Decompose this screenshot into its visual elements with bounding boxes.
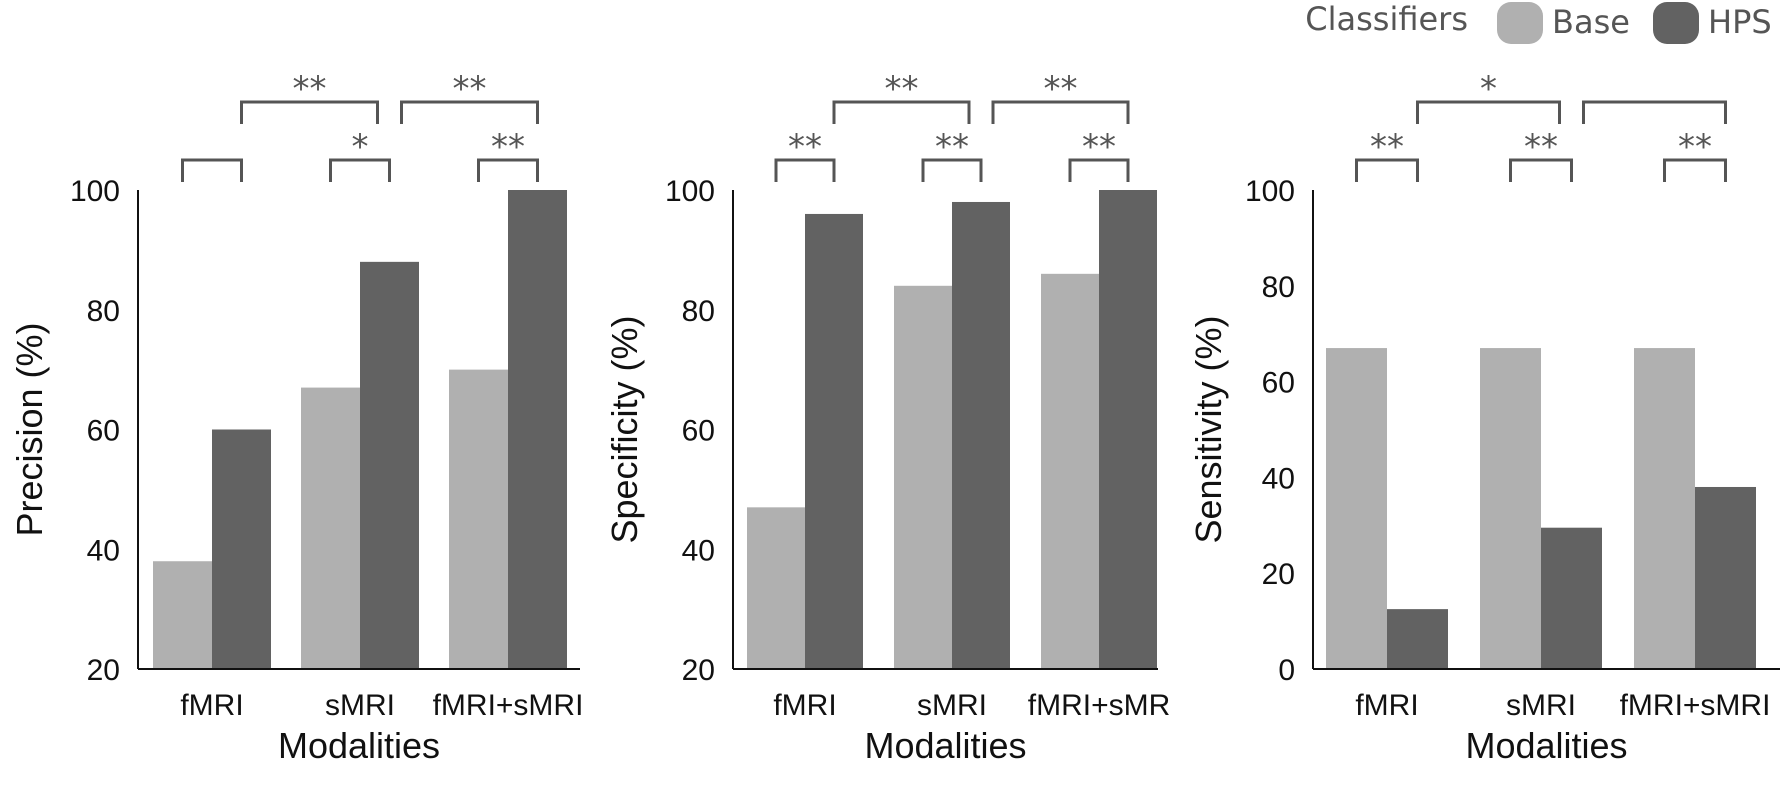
y-tick-label: 80 [682,295,715,328]
bar-hps-fmri [1387,609,1448,669]
significance-bracket [1416,100,1561,124]
bar-base-fmri-smri [449,369,508,669]
y-tick-label: 100 [1245,175,1295,208]
significance-stars: * [1480,69,1497,109]
bar-hps-smri [952,201,1010,669]
significance-bracket [477,158,539,182]
x-tick-label: sMRI [1506,689,1576,722]
y-tick-label: 100 [70,175,120,208]
significance-stars: ** [1678,127,1712,167]
significance-stars: ** [1044,69,1078,109]
significance-bracket [329,158,391,182]
significance-bracket [1582,100,1727,124]
legend-swatch-base [1497,2,1543,44]
significance-bracket [400,100,539,124]
bar-hps-fmri [212,429,271,669]
significance-bracket [921,158,983,182]
legend: Classifiers Base HPS [1305,0,1772,44]
significance-stars: ** [453,69,487,109]
significance-bracket [774,158,836,182]
y-tick-label: 20 [682,654,715,687]
y-tick-label: 60 [682,415,715,448]
bar-base-fmri [153,561,212,669]
significance-stars: ** [788,127,822,167]
significance-stars: ** [885,69,919,109]
y-axis-label: Sensitivity (%) [1188,315,1229,543]
legend-label-hps: HPS [1708,3,1772,41]
significance-stars: * [352,127,369,167]
bar-base-fmri-smri [1634,348,1695,669]
y-tick-label: 80 [1262,271,1295,304]
significance-stars: ** [1524,127,1558,167]
bar-base-smri [301,387,360,669]
bar-hps-smri [1541,527,1602,669]
bar-hps-fmri-smri [1695,486,1756,669]
significance-bracket [1663,158,1727,182]
x-tick-label: sMRI [917,689,987,722]
significance-stars: ** [293,69,327,109]
bar-base-smri [1480,348,1541,669]
y-tick-label: 100 [665,175,715,208]
bar-hps-fmri-smri [508,190,567,669]
x-tick-label: fMRI [1355,689,1418,722]
y-tick-label: 20 [1262,558,1295,591]
y-tick-label: 20 [87,654,120,687]
significance-stars: ** [1370,127,1404,167]
y-axis-label: Specificity (%) [604,315,645,543]
y-tick-label: 40 [1262,462,1295,495]
bar-base-fmri [747,507,805,669]
y-tick-label: 40 [87,534,120,567]
legend-label-base: Base [1552,3,1630,41]
x-axis-label: Modalities [278,725,440,766]
x-tick-label: fMRI [773,689,836,722]
x-axis-label: Modalities [1465,725,1627,766]
significance-bracket [240,100,379,124]
bar-base-fmri-smr [1041,273,1099,669]
significance-bracket [991,100,1130,124]
x-tick-label: sMRI [325,689,395,722]
significance-stars: ** [491,127,525,167]
legend-title: Classifiers [1305,0,1468,38]
x-axis-label: Modalities [864,725,1026,766]
significance-bracket [181,158,243,182]
x-tick-label: fMRI [180,689,243,722]
y-tick-label: 60 [87,415,120,448]
significance-bracket [1068,158,1130,182]
significance-stars: ** [1082,127,1116,167]
y-tick-label: 60 [1262,367,1295,400]
significance-bracket [1509,158,1573,182]
x-tick-label: fMRI+sMR [1028,689,1171,722]
significance-bracket [1355,158,1419,182]
y-tick-label: 40 [682,534,715,567]
legend-swatch-hps [1653,2,1699,44]
y-axis-label: Precision (%) [9,322,50,536]
bar-base-smri [894,285,952,669]
x-tick-label: fMRI+sMRI [1620,689,1771,722]
significance-stars: ** [935,127,969,167]
significance-bracket [832,100,971,124]
x-tick-label: fMRI+sMRI [433,689,584,722]
bar-base-fmri [1326,348,1387,669]
y-tick-label: 0 [1278,654,1295,687]
bar-hps-smri [360,261,419,669]
bar-hps-fmri [805,213,863,669]
y-tick-label: 80 [87,295,120,328]
bar-hps-fmri-smr [1099,190,1157,669]
